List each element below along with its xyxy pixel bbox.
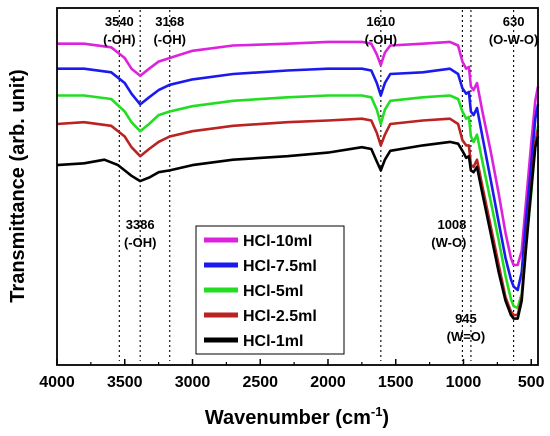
x-tick-label-3500: 3500: [107, 374, 143, 391]
series-line-hcl-5ml: [57, 94, 540, 310]
peak-annotations: 3540 (-OH) 3168 (-OH) 1610 (-OH) 630 (O-W-O) 338…: [103, 14, 538, 344]
annotation-3168-value: 3168: [155, 14, 184, 29]
legend-label-hcl-2-5ml: HCl-2.5ml: [243, 308, 317, 325]
annotation-1610-value: 1610: [366, 14, 395, 29]
x-axis-title-sup: -1: [371, 404, 383, 419]
x-axis-title-main: Wavenumber (cm: [205, 407, 371, 429]
x-tick-label-1000: 1000: [446, 374, 482, 391]
annotation-945-value: 945: [455, 311, 477, 326]
annotation-1008-group: (W-O): [431, 235, 466, 250]
y-axis-title: Transmittance (arb. unit): [7, 69, 29, 302]
spectra-lines: [56, 40, 540, 320]
x-tick-label-1500: 1500: [378, 374, 414, 391]
x-axis-title: Wavenumber (cm-1): [205, 404, 389, 429]
annotation-945-group: (W=O): [447, 329, 486, 344]
annotation-3386-group: (-OH): [124, 235, 157, 250]
x-tick-label-500: 500: [518, 374, 545, 391]
x-tick-label-2000: 2000: [310, 374, 346, 391]
legend-label-hcl-1ml: HCl-1ml: [243, 333, 303, 350]
series-line-hcl-7-5ml: [57, 67, 540, 292]
series-line-hcl-2-5ml: [56, 117, 540, 317]
annotation-630-value: 630: [503, 14, 525, 29]
reference-lines: [118, 10, 515, 361]
annotation-630-group: (O-W-O): [489, 32, 539, 47]
x-tick-label-3000: 3000: [175, 374, 211, 391]
legend: HCl-10ml HCl-7.5ml HCl-5ml HCl-2.5ml HCl-1ml: [195, 225, 345, 355]
series-line-hcl-1ml: [56, 136, 540, 320]
annotation-3540-value: 3540: [105, 14, 134, 29]
legend-label-hcl-10ml: HCl-10ml: [243, 233, 312, 250]
plot-frame: [56, 7, 539, 366]
annotation-3168-group: (-OH): [153, 32, 186, 47]
annotation-1610-group: (-OH): [365, 32, 398, 47]
x-tick-label-2500: 2500: [242, 374, 278, 391]
annotation-1008-value: 1008: [437, 217, 466, 232]
legend-label-hcl-5ml: HCl-5ml: [243, 283, 303, 300]
annotation-3540-group: (-OH): [103, 32, 136, 47]
annotation-3386-value: 3386: [126, 217, 155, 232]
legend-label-hcl-7-5ml: HCl-7.5ml: [243, 258, 317, 275]
x-tick-label-4000: 4000: [39, 374, 75, 391]
x-axis-title-end: ): [382, 407, 389, 429]
series-line-hcl-10ml: [57, 40, 540, 267]
x-axis-ticks: 4000 3500 3000 2500 2000 1500 1000 500: [39, 359, 545, 391]
